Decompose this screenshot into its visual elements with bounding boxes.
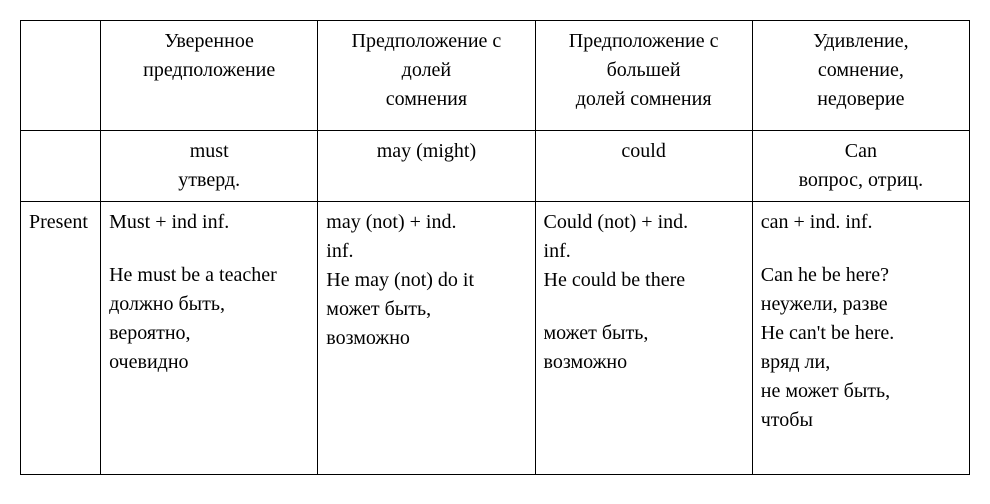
body-col4: can + ind. inf. Can he be here? неужели,… [752,202,969,475]
text: не может быть, [761,377,961,406]
text: Предположение с [544,27,744,56]
table-body-row: Present Must + ind inf. He must be a tea… [21,202,970,475]
text: Must + ind inf. [109,208,309,237]
text: Can he be here? [761,261,961,290]
text: inf. [326,237,526,266]
header-col3: Предположение с большей долей сомнения [535,21,752,131]
modal-verbs-table: Уверенное предположение Предположение с … [20,20,970,475]
text: неужели, разве [761,290,961,319]
header-col2: Предположение с долей сомнения [318,21,535,131]
text: must [109,137,309,166]
table-subheader-row: must утверд. may (might) could Can вопро… [21,131,970,202]
text [761,237,961,261]
text: недоверие [761,85,961,114]
header-col1: Уверенное предположение [101,21,318,131]
text: Could (not) + ind. [544,208,744,237]
text: большей [544,56,744,85]
text: Уверенное [109,27,309,56]
text [544,295,744,319]
text: could [544,137,744,166]
body-rowlabel: Present [21,202,101,475]
text: может быть, [544,319,744,348]
subheader-col2: may (might) [318,131,535,202]
text: Can [761,137,961,166]
text: утверд. [109,166,309,195]
text: Удивление, [761,27,961,56]
subheader-col4: Can вопрос, отриц. [752,131,969,202]
text: inf. [544,237,744,266]
text: долей сомнения [544,85,744,114]
text: вряд ли, [761,348,961,377]
text: He can't be here. [761,319,961,348]
table: Уверенное предположение Предположение с … [20,20,970,475]
table-header-row: Уверенное предположение Предположение с … [21,21,970,131]
text: должно быть, [109,290,309,319]
text: can + ind. inf. [761,208,961,237]
text: сомнения [326,85,526,114]
subheader-col1: must утверд. [101,131,318,202]
body-col2: may (not) + ind. inf. He may (not) do it… [318,202,535,475]
text: предположение [109,56,309,85]
text: Предположение с [326,27,526,56]
text: долей [326,56,526,85]
text: чтобы [761,406,961,435]
text: вероятно, [109,319,309,348]
header-rowlabel [21,21,101,131]
body-col1: Must + ind inf. He must be a teacher дол… [101,202,318,475]
text: очевидно [109,348,309,377]
text: He must be a teacher [109,261,309,290]
text: may (not) + ind. [326,208,526,237]
subheader-rowlabel [21,131,101,202]
text: возможно [544,348,744,377]
body-col3: Could (not) + ind. inf. He could be ther… [535,202,752,475]
subheader-col3: could [535,131,752,202]
text: вопрос, отриц. [761,166,961,195]
text: He could be there [544,266,744,295]
text: He may (not) do it [326,266,526,295]
text: возможно [326,324,526,353]
text [109,237,309,261]
text: может быть, [326,295,526,324]
header-col4: Удивление, сомнение, недоверие [752,21,969,131]
text: сомнение, [761,56,961,85]
text: may (might) [326,137,526,166]
